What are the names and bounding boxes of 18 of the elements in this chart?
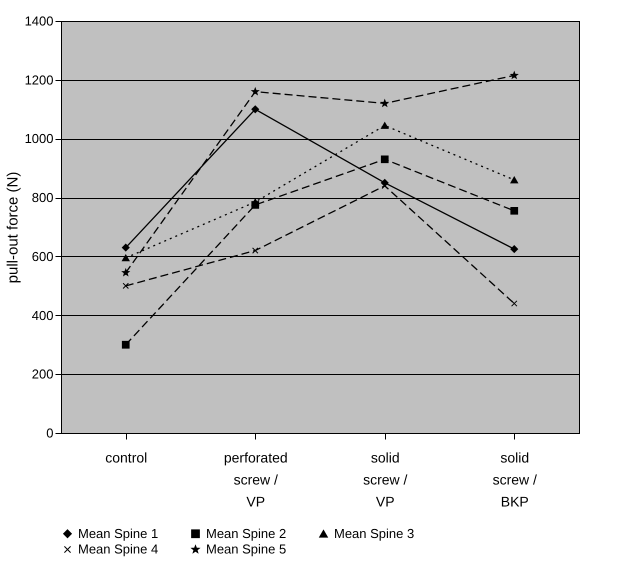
y-tick-label: 1400 — [24, 14, 54, 28]
y-tick-label: 1000 — [24, 131, 54, 146]
legend-label: Mean Spine 1 — [78, 526, 158, 541]
y-tick-label: 400 — [32, 308, 54, 323]
y-tick-label: 800 — [32, 190, 54, 206]
y-tick-label: 1200 — [24, 72, 54, 88]
y-tick-label: 200 — [32, 366, 54, 382]
y-tick-label: 600 — [32, 248, 54, 264]
legend-label: Mean Spine 2 — [206, 526, 286, 541]
x-tick-label: perforated screw / VP — [224, 450, 288, 510]
x-tick-label: solid screw / VP — [363, 450, 408, 510]
legend-label: Mean Spine 3 — [334, 526, 414, 541]
legend-label: Mean Spine 5 — [206, 542, 286, 556]
y-axis-title: pull-out force (N) — [4, 172, 22, 284]
legend-label: Mean Spine 4 — [78, 542, 158, 556]
y-tick-label: 0 — [46, 426, 54, 440]
x-tick-label: control — [105, 450, 148, 466]
x-tick-label: solid screw / BKP — [492, 450, 538, 510]
